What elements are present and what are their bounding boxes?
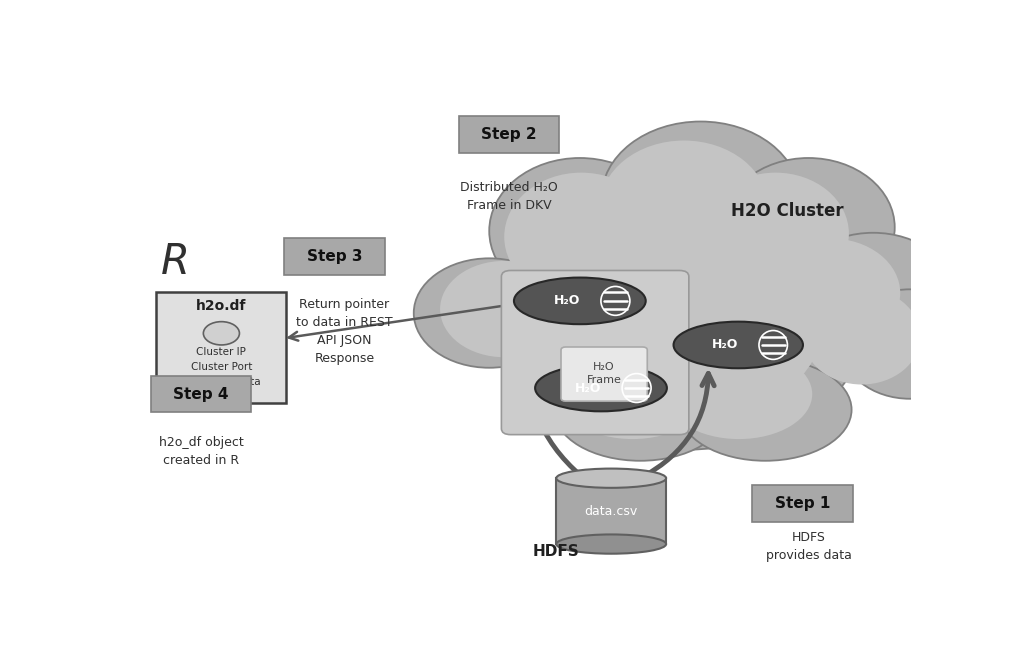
- FancyBboxPatch shape: [500, 270, 688, 435]
- Text: HDFS
provides data: HDFS provides data: [765, 531, 851, 562]
- Ellipse shape: [514, 278, 645, 324]
- Ellipse shape: [678, 359, 850, 461]
- Text: Step 1: Step 1: [774, 496, 829, 511]
- Ellipse shape: [791, 233, 954, 357]
- Text: Cluster IP
Cluster Port
Pointer to Data: Cluster IP Cluster Port Pointer to Data: [182, 347, 261, 386]
- Ellipse shape: [702, 172, 848, 295]
- FancyBboxPatch shape: [751, 486, 852, 522]
- Ellipse shape: [499, 195, 865, 450]
- Ellipse shape: [803, 288, 919, 384]
- Text: HDFS: HDFS: [533, 544, 579, 559]
- Ellipse shape: [556, 468, 665, 488]
- Text: Step 4: Step 4: [173, 387, 228, 401]
- FancyBboxPatch shape: [156, 291, 285, 403]
- FancyBboxPatch shape: [284, 238, 384, 274]
- Text: h2o_df object
created in R: h2o_df object created in R: [159, 436, 243, 467]
- Text: Step 2: Step 2: [481, 127, 537, 142]
- Ellipse shape: [601, 122, 799, 275]
- Bar: [556, 478, 665, 544]
- Ellipse shape: [840, 290, 978, 399]
- Ellipse shape: [559, 349, 706, 439]
- Ellipse shape: [599, 141, 767, 275]
- FancyBboxPatch shape: [560, 347, 647, 401]
- Ellipse shape: [760, 238, 900, 347]
- Ellipse shape: [535, 365, 666, 411]
- Circle shape: [203, 322, 240, 345]
- Ellipse shape: [553, 359, 726, 461]
- Text: Return pointer
to data in REST
API JSON
Response: Return pointer to data in REST API JSON …: [296, 298, 392, 365]
- Text: data.csv: data.csv: [584, 505, 637, 518]
- Ellipse shape: [673, 322, 802, 368]
- Text: Distributed H₂O
Frame in DKV: Distributed H₂O Frame in DKV: [460, 182, 557, 213]
- Text: Step 3: Step 3: [306, 249, 362, 264]
- Text: H2O Cluster: H2O Cluster: [730, 202, 842, 220]
- Text: h2o.df: h2o.df: [196, 299, 247, 313]
- Text: H₂O
Frame: H₂O Frame: [586, 363, 621, 386]
- Ellipse shape: [503, 172, 657, 301]
- Text: H₂O: H₂O: [574, 382, 601, 395]
- Ellipse shape: [440, 261, 568, 357]
- Ellipse shape: [665, 349, 812, 439]
- Ellipse shape: [513, 205, 824, 430]
- Ellipse shape: [488, 158, 669, 304]
- FancyBboxPatch shape: [151, 376, 251, 413]
- Ellipse shape: [556, 534, 665, 553]
- Ellipse shape: [722, 158, 894, 297]
- Text: R: R: [161, 241, 189, 284]
- FancyBboxPatch shape: [459, 116, 559, 153]
- Text: H₂O: H₂O: [712, 338, 738, 351]
- Ellipse shape: [413, 259, 564, 368]
- Text: H₂O: H₂O: [553, 294, 579, 307]
